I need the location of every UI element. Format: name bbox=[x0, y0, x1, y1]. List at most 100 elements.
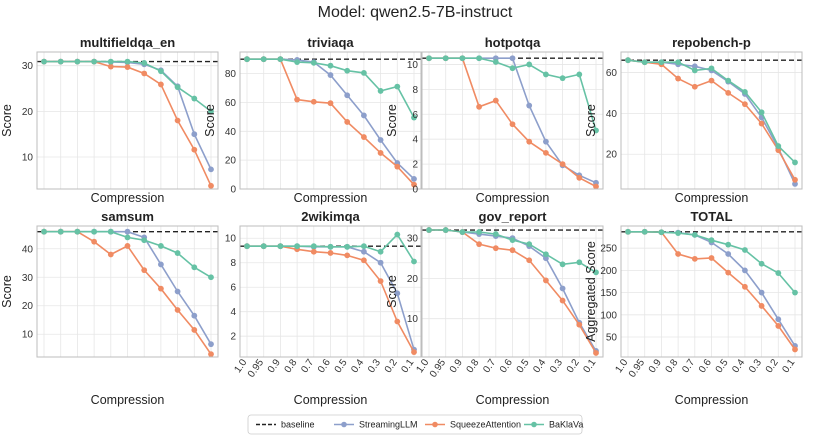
data-point-squeezeattention bbox=[758, 120, 765, 127]
data-point-streamingllm bbox=[543, 138, 549, 145]
legend-entry-streamingllm: StreamingLLM bbox=[334, 420, 418, 430]
data-point-squeezeattention bbox=[344, 119, 351, 125]
y-axis-label: Score bbox=[0, 104, 14, 137]
data-point-baklava bbox=[277, 56, 284, 63]
data-point-baklava bbox=[758, 260, 765, 267]
data-point-streamingllm bbox=[377, 137, 384, 143]
data-point-streamingllm bbox=[208, 166, 214, 173]
data-point-streamingllm bbox=[158, 261, 164, 268]
data-point-squeezeattention bbox=[526, 257, 533, 264]
x-tick-label: 0.3 bbox=[747, 357, 764, 375]
y-tick-label: 50 bbox=[606, 333, 618, 344]
y-tick-label: 40 bbox=[225, 127, 237, 138]
data-point-baklava bbox=[310, 243, 317, 250]
data-point-baklava bbox=[327, 62, 334, 69]
y-tick-label: 20 bbox=[225, 156, 237, 167]
y-tick-label: 6 bbox=[230, 283, 236, 294]
data-point-streamingllm bbox=[526, 102, 533, 109]
data-point-baklava bbox=[442, 227, 449, 233]
data-point-baklava bbox=[625, 228, 631, 235]
data-point-streamingllm bbox=[344, 92, 351, 99]
data-point-baklava bbox=[310, 59, 317, 66]
data-point-streamingllm bbox=[361, 112, 367, 119]
legend-label: SqueezeAttention bbox=[450, 420, 521, 430]
data-point-baklava bbox=[41, 228, 47, 235]
legend-entry-baklava: BaKlaVa bbox=[524, 420, 583, 430]
y-tick-label: 10 bbox=[22, 153, 34, 164]
data-point-baklava bbox=[294, 59, 300, 65]
data-point-squeezeattention bbox=[509, 247, 516, 254]
y-tick-label: 10 bbox=[407, 314, 419, 325]
data-point-squeezeattention bbox=[708, 77, 715, 84]
data-point-squeezeattention bbox=[124, 243, 131, 249]
data-point-baklava bbox=[559, 261, 566, 268]
x-tick-label: 0.5 bbox=[333, 357, 350, 375]
x-tick-label: 0.6 bbox=[498, 357, 515, 375]
panel-title: 2wikimqa bbox=[301, 209, 360, 224]
data-point-streamingllm bbox=[191, 131, 198, 138]
legend-marker bbox=[341, 421, 347, 428]
y-tick-label: 250 bbox=[600, 244, 617, 255]
panel-multifieldqa-en: 10 20 30 multifieldqa_en Compression Score bbox=[0, 35, 219, 205]
panel-title: repobench-p bbox=[672, 35, 751, 50]
y-axis-label: Score bbox=[385, 104, 399, 137]
panel-title: samsum bbox=[101, 209, 154, 224]
x-tick-label: 0.9 bbox=[448, 357, 465, 375]
data-point-baklava bbox=[543, 71, 549, 78]
subplots-grid: 102030multifieldqa_enCompressionScore020… bbox=[0, 35, 803, 407]
data-point-baklava bbox=[344, 243, 351, 250]
data-point-squeezeattention bbox=[141, 70, 148, 77]
data-point-squeezeattention bbox=[492, 245, 499, 252]
data-point-baklava bbox=[742, 247, 748, 253]
x-axis-label: Compression bbox=[294, 393, 368, 407]
data-point-baklava bbox=[742, 88, 748, 95]
data-point-squeezeattention bbox=[208, 182, 214, 189]
data-point-baklava bbox=[792, 289, 798, 296]
data-point-baklava bbox=[244, 243, 250, 250]
y-tick-label: 2 bbox=[412, 160, 418, 171]
data-point-baklava bbox=[593, 269, 599, 276]
data-point-squeezeattention bbox=[107, 251, 114, 258]
data-point-baklava bbox=[775, 143, 782, 149]
data-point-streamingllm bbox=[208, 341, 214, 348]
data-point-baklava bbox=[74, 228, 81, 235]
data-point-baklava bbox=[124, 234, 131, 241]
data-point-squeezeattention bbox=[543, 277, 549, 284]
data-point-baklava bbox=[141, 60, 148, 66]
data-point-squeezeattention bbox=[361, 134, 367, 140]
y-tick-label: 8 bbox=[412, 85, 418, 96]
data-point-baklava bbox=[294, 243, 300, 250]
y-tick-label: 80 bbox=[225, 69, 237, 80]
y-tick-label: 0 bbox=[412, 185, 418, 196]
data-point-baklava bbox=[394, 231, 401, 238]
data-point-baklava bbox=[411, 258, 417, 265]
data-point-baklava bbox=[509, 237, 516, 244]
data-point-baklava bbox=[658, 59, 665, 66]
x-axis-label: Compression bbox=[675, 393, 749, 407]
data-point-squeezeattention bbox=[758, 303, 765, 309]
x-tick-label: 0.9 bbox=[647, 357, 664, 375]
data-point-squeezeattention bbox=[91, 238, 97, 245]
data-point-baklava bbox=[559, 75, 566, 82]
data-point-baklava bbox=[91, 58, 97, 65]
y-axis-label: Score bbox=[0, 275, 14, 308]
data-point-baklava bbox=[377, 88, 384, 94]
panel-hotpotqa: 0 2 4 6 8 10 hotpotqa Compression Score bbox=[385, 35, 604, 205]
y-tick-label: 30 bbox=[22, 61, 34, 72]
data-point-baklava bbox=[107, 228, 114, 235]
data-point-baklava bbox=[691, 231, 698, 238]
y-axis-label: Aggregated Score bbox=[584, 241, 598, 342]
legend: baseline StreamingLLM SqueezeAttention BaKl… bbox=[247, 414, 583, 435]
data-point-squeezeattention bbox=[559, 161, 566, 167]
data-point-baklava bbox=[459, 55, 466, 62]
data-point-baklava bbox=[158, 68, 164, 75]
y-tick-label: 2 bbox=[230, 332, 236, 343]
data-point-streamingllm bbox=[411, 176, 417, 182]
data-point-streamingllm bbox=[559, 285, 566, 292]
data-point-squeezeattention bbox=[294, 96, 300, 103]
y-tick-label: 20 bbox=[22, 301, 34, 312]
data-point-baklava bbox=[57, 58, 64, 65]
data-point-baklava bbox=[74, 58, 81, 65]
data-point-streamingllm bbox=[361, 248, 367, 255]
data-point-streamingllm bbox=[124, 228, 131, 235]
